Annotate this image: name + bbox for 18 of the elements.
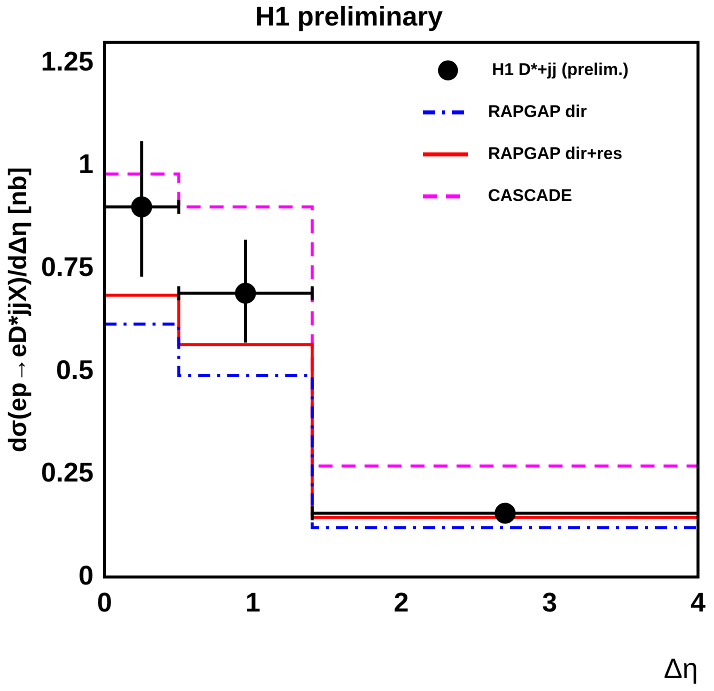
x-axis-title: Δη	[664, 652, 698, 684]
y-tick-label: 1	[78, 149, 94, 180]
legend-label: H1 D*+jj (prelim.)	[492, 60, 629, 80]
x-tick-label: 1	[245, 588, 260, 618]
legend-label: RAPGAP dir	[488, 102, 588, 122]
x-tick-label: 2	[394, 588, 409, 618]
y-tick-label: 0.25	[40, 458, 94, 488]
x-tick-label: 4	[690, 588, 706, 618]
y-tick-label: 1.25	[40, 46, 94, 76]
y-tick-label: 0.75	[40, 252, 94, 282]
y-tick-label: 0.5	[56, 354, 94, 385]
chart-title: H1 preliminary	[255, 2, 443, 32]
legend-label: RAPGAP dir+res	[488, 144, 622, 164]
y-tick-label: 0	[78, 560, 94, 590]
y-axis-title: dσ(ep→eD*jjX)/dΔη [nb]	[4, 167, 32, 452]
legend-label: CASCADE	[488, 186, 572, 206]
x-tick-label: 0	[97, 588, 112, 618]
x-tick-label: 3	[542, 588, 558, 618]
